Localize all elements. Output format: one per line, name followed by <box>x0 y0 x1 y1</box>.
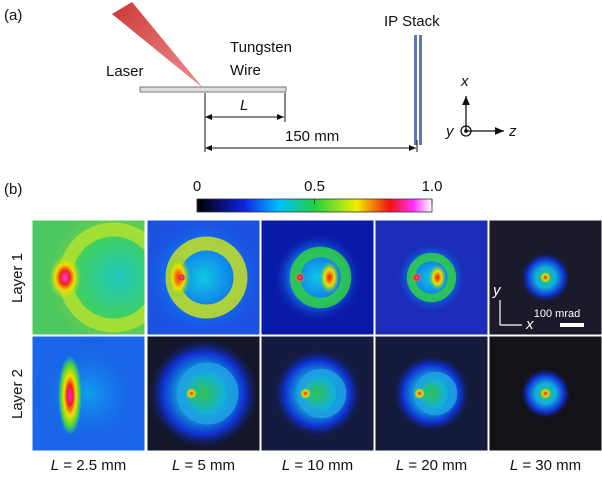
profile-content <box>29 334 149 454</box>
coordinate-axes <box>461 96 504 136</box>
intensity-region <box>149 339 259 449</box>
column-label: L = 30 mm <box>510 457 581 474</box>
column-label: L = 10 mm <box>282 457 353 474</box>
column-label-value: = 20 mm <box>408 457 467 474</box>
profile-image <box>375 220 488 335</box>
ip-stack-label: IP Stack <box>384 13 440 30</box>
wire <box>140 87 286 92</box>
intensity-region <box>393 355 470 432</box>
intensity-region <box>274 350 362 438</box>
column-label-symbol: L <box>172 457 180 474</box>
axis-label: y <box>445 123 455 140</box>
row-label: Layer 2 <box>9 369 26 419</box>
figure: (a) Laser Tungsten Wire IP Stack L 150 m… <box>0 0 602 477</box>
column-label-symbol: L <box>396 457 404 474</box>
profile-content <box>375 336 488 451</box>
axis-label: z <box>508 123 517 140</box>
profile-image <box>29 334 149 454</box>
column-label-symbol: L <box>282 457 290 474</box>
panel-label: (a) <box>4 7 22 24</box>
ip-plate <box>419 35 422 145</box>
column-label-symbol: L <box>510 457 518 474</box>
intensity-region <box>320 261 340 294</box>
profile-image <box>147 336 260 451</box>
laser-label: Laser <box>106 63 144 80</box>
column-label-symbol: L <box>51 457 59 474</box>
profile-image <box>375 336 488 451</box>
intensity-region <box>414 388 426 400</box>
colorbar-tick-label: 1.0 <box>422 178 443 195</box>
row-label: Layer 1 <box>9 253 26 303</box>
intensity-region <box>540 388 552 400</box>
length-label: L <box>240 97 248 114</box>
ip-plate <box>414 35 417 145</box>
intensity-region <box>49 256 81 300</box>
distance-label: 150 mm <box>285 128 339 145</box>
intensity-region <box>177 273 187 283</box>
profile-image <box>261 336 374 451</box>
intensity-region <box>412 273 422 283</box>
column-label-value: = 5 mm <box>185 457 235 474</box>
profile-image <box>489 336 602 451</box>
column-label-value: = 30 mm <box>522 457 581 474</box>
inset-axis-label: x <box>525 316 534 333</box>
wire-label: Tungsten <box>230 39 292 56</box>
profile-content <box>261 220 374 335</box>
scale-bar-label: 100 mrad <box>534 308 580 320</box>
profile-content <box>489 336 602 451</box>
column-label: L = 2.5 mm <box>51 457 126 474</box>
axis-label: x <box>460 73 469 90</box>
profile-content <box>375 220 488 335</box>
profile-image <box>144 218 264 338</box>
column-label-value: = 2.5 mm <box>63 457 126 474</box>
scale-bar <box>560 323 584 327</box>
intensity-region <box>429 264 447 290</box>
colorbar-tick-label: 0.5 <box>304 178 325 195</box>
profile-content <box>144 218 264 338</box>
intensity-region <box>186 388 198 400</box>
intensity-region <box>58 356 82 436</box>
profile-image <box>261 220 374 335</box>
intensity-region <box>300 388 312 400</box>
colorbar-tick-label: 0 <box>193 178 201 195</box>
wire-label: Wire <box>230 62 261 79</box>
column-label: L = 5 mm <box>172 457 235 474</box>
intensity-region <box>540 272 552 284</box>
profile-content <box>147 336 260 451</box>
column-label: L = 20 mm <box>396 457 467 474</box>
intensity-region <box>295 273 305 283</box>
intensity-region <box>29 334 149 454</box>
column-label-value: = 10 mm <box>294 457 353 474</box>
profile-content <box>261 336 374 451</box>
panel-label: (b) <box>4 181 22 198</box>
